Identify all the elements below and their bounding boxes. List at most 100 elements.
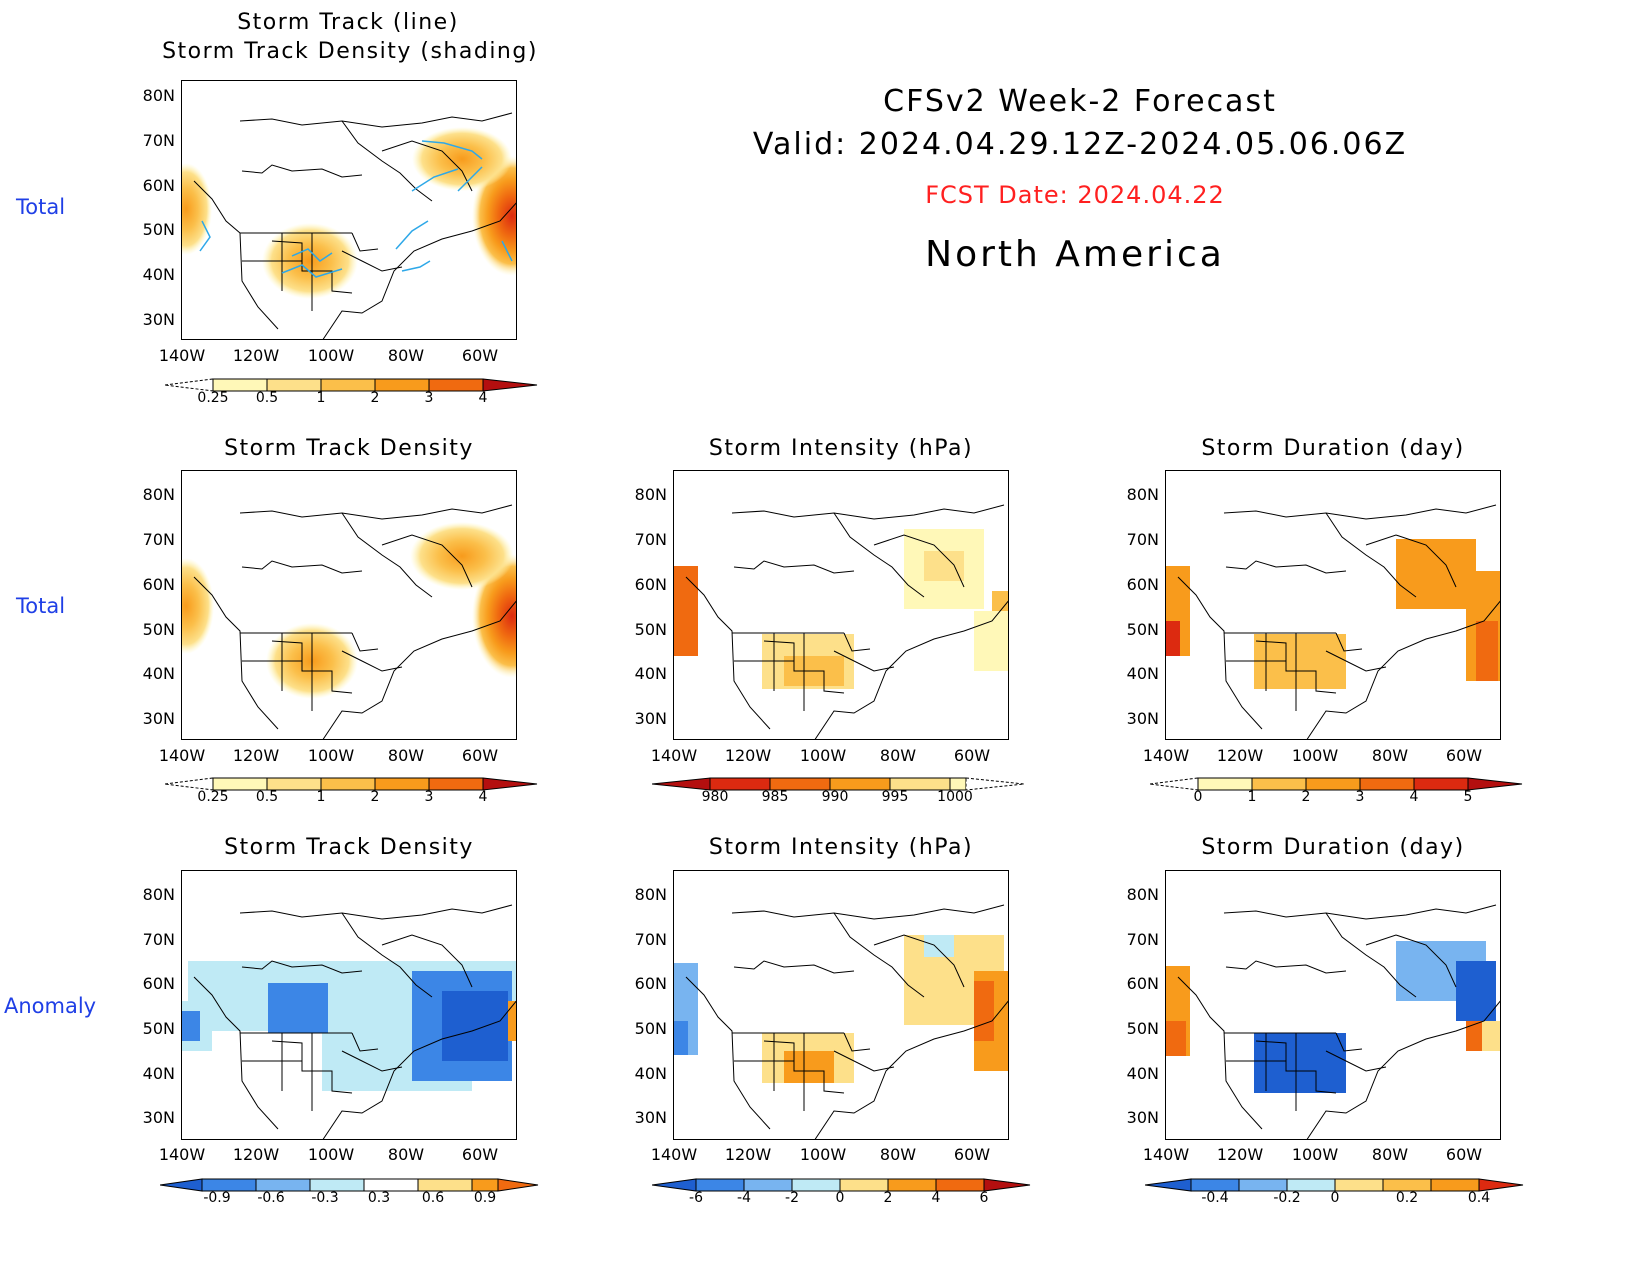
p2-lon-80: 80W [387, 746, 425, 765]
p4-cb-label-2: 2 [1301, 789, 1311, 805]
p1-cb-label-3: 2 [370, 390, 380, 406]
panel2-title: Storm Track Density [224, 436, 474, 461]
p3-lon-140: 140W [650, 746, 698, 765]
p6-lon-120: 120W [724, 1145, 772, 1164]
p2-cb-label-5: 4 [478, 789, 488, 805]
p3-lon-60: 60W [953, 746, 991, 765]
p3-cb-label-0: 980 [701, 789, 729, 805]
panel4-map [1165, 470, 1501, 740]
panel6-title: Storm Intensity (hPa) [708, 835, 974, 860]
p2-lon-140: 140W [158, 746, 206, 765]
p6-lon-100: 100W [799, 1145, 847, 1164]
p7-lat-40: 40N [1126, 1064, 1159, 1083]
p4-lat-40: 40N [1126, 664, 1159, 683]
p5-lat-30: 30N [142, 1108, 175, 1127]
p1-cb-label-0: 0.25 [197, 390, 229, 406]
p7-lon-140: 140W [1142, 1145, 1190, 1164]
p4-lon-140: 140W [1142, 746, 1190, 765]
p2-cb-label-0: 0.25 [197, 789, 229, 805]
p5-cb-label-4: 0.6 [421, 1190, 445, 1206]
p6-cb-label-2: -2 [785, 1190, 799, 1206]
p5-lon-120: 120W [232, 1145, 280, 1164]
p7-lon-80: 80W [1371, 1145, 1409, 1164]
p6-cb-label-4: 2 [883, 1190, 893, 1206]
p7-lat-80: 80N [1126, 885, 1159, 904]
p4-lat-80: 80N [1126, 485, 1159, 504]
p6-lat-60: 60N [634, 974, 667, 993]
p5-lon-140: 140W [158, 1145, 206, 1164]
p1-cb-label-1: 0.5 [255, 390, 279, 406]
p3-lon-120: 120W [724, 746, 772, 765]
p2-lon-60: 60W [461, 746, 499, 765]
p3-lat-30: 30N [634, 709, 667, 728]
panel5-map [181, 870, 517, 1140]
p1-lat-60: 60N [142, 176, 175, 195]
p1-lon-100: 100W [307, 346, 355, 365]
p2-lat-40: 40N [142, 664, 175, 683]
p5-lat-40: 40N [142, 1064, 175, 1083]
panel1-title-line2: Storm Track Density (shading) [162, 39, 538, 64]
p6-cb-label-5: 4 [931, 1190, 941, 1206]
p6-cb-label-6: 6 [979, 1190, 989, 1206]
p1-colorbar [165, 378, 538, 392]
p3-cb-label-2: 990 [821, 789, 849, 805]
p2-cb-label-1: 0.5 [255, 789, 279, 805]
p5-cb-label-0: -0.9 [203, 1190, 231, 1206]
p6-cb-label-0: -6 [689, 1190, 703, 1206]
p3-lat-60: 60N [634, 575, 667, 594]
p7-lon-60: 60W [1445, 1145, 1483, 1164]
p5-lat-70: 70N [142, 930, 175, 949]
p4-lat-70: 70N [1126, 530, 1159, 549]
p6-lon-80: 80W [879, 1145, 917, 1164]
p7-lon-100: 100W [1291, 1145, 1339, 1164]
p6-lat-70: 70N [634, 930, 667, 949]
forecast-title: CFSv2 Week-2 Forecast [883, 84, 1277, 119]
p7-lat-30: 30N [1126, 1108, 1159, 1127]
p6-cb-label-1: -4 [737, 1190, 751, 1206]
p7-cb-label-0: -0.4 [1201, 1190, 1229, 1206]
p3-cb-label-1: 985 [761, 789, 789, 805]
p7-lon-120: 120W [1216, 1145, 1264, 1164]
p6-lon-60: 60W [953, 1145, 991, 1164]
p2-cb-label-2: 1 [316, 789, 326, 805]
panel2-map [181, 470, 517, 740]
p2-lat-30: 30N [142, 709, 175, 728]
p4-lon-60: 60W [1445, 746, 1483, 765]
p2-lat-60: 60N [142, 575, 175, 594]
row-label-total-2: Total [16, 594, 66, 618]
p1-lat-50: 50N [142, 220, 175, 239]
p2-lon-100: 100W [307, 746, 355, 765]
row-label-anomaly: Anomaly [4, 994, 97, 1018]
p4-cb-label-1: 1 [1247, 789, 1257, 805]
p1-lat-30: 30N [142, 310, 175, 329]
p4-lon-100: 100W [1291, 746, 1339, 765]
p2-lat-80: 80N [142, 485, 175, 504]
p6-colorbar [652, 1178, 1031, 1192]
p2-cb-label-4: 3 [424, 789, 434, 805]
p6-lat-50: 50N [634, 1019, 667, 1038]
p6-lon-140: 140W [650, 1145, 698, 1164]
p7-cb-label-2: 0 [1330, 1190, 1340, 1206]
p1-lon-120: 120W [232, 346, 280, 365]
p2-lon-120: 120W [232, 746, 280, 765]
p2-lat-70: 70N [142, 530, 175, 549]
p5-cb-label-2: -0.3 [311, 1190, 339, 1206]
panel6-map [673, 870, 1009, 1140]
p1-lat-70: 70N [142, 131, 175, 150]
p5-lon-100: 100W [307, 1145, 355, 1164]
p3-cb-label-4: 1000 [937, 789, 973, 805]
p1-cb-label-4: 3 [424, 390, 434, 406]
panel7-map [1165, 870, 1501, 1140]
p5-cb-label-5: 0.9 [473, 1190, 497, 1206]
p1-lat-80: 80N [142, 86, 175, 105]
p5-cb-label-3: 0.3 [367, 1190, 391, 1206]
p3-lon-80: 80W [879, 746, 917, 765]
p4-cb-label-5: 5 [1463, 789, 1473, 805]
p7-lat-50: 50N [1126, 1019, 1159, 1038]
p4-lat-30: 30N [1126, 709, 1159, 728]
p3-cb-label-3: 995 [881, 789, 909, 805]
p4-lat-50: 50N [1126, 620, 1159, 639]
p3-lon-100: 100W [799, 746, 847, 765]
p3-lat-70: 70N [634, 530, 667, 549]
p2-cb-label-3: 2 [370, 789, 380, 805]
